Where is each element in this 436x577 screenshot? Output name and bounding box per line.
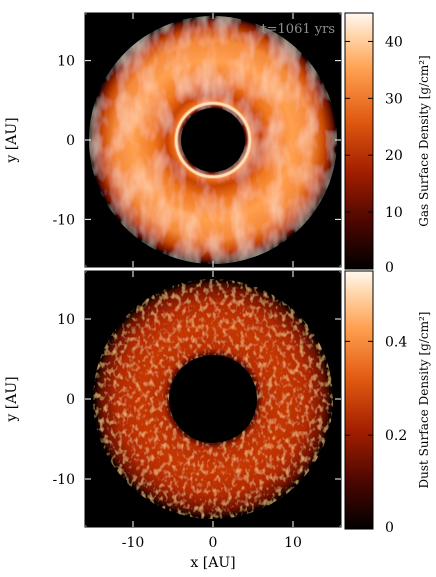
dust-y-tick-labels: -10 0 10 xyxy=(52,312,75,488)
gas-panel-ticks xyxy=(85,13,341,267)
colorbar-tick-label: 0 xyxy=(385,520,394,536)
gas-colorbar-label: Gas Surface Density [g/cm²] xyxy=(417,55,431,227)
dust-panel-ticks xyxy=(85,271,341,527)
colorbar-tick-label: 10 xyxy=(385,205,403,221)
colorbar-tick-label: 0.2 xyxy=(385,428,407,444)
dust-density-panel: -10 0 10 -10 0 10 y [AU] x [AU] xyxy=(4,270,342,571)
colorbar-tick-label: 0 xyxy=(385,260,394,276)
y-tick-label: -10 xyxy=(52,212,75,228)
y-tick-label: 10 xyxy=(57,312,75,328)
gas-y-tick-labels: -10 0 10 xyxy=(52,54,75,229)
gas-colorbar-gradient xyxy=(344,12,374,270)
gas-y-axis-label: y [AU] xyxy=(4,117,20,163)
colorbar-tick-label: 20 xyxy=(385,148,403,164)
gas-density-panel: t=1061 yrs -10 0 10 y [AU] xyxy=(4,12,342,268)
colorbar-tick-label: 0.4 xyxy=(385,334,407,350)
gas-inner-bright-ring xyxy=(174,101,252,179)
dust-colorbar-label: Dust Surface Density [g/cm²] xyxy=(417,312,431,489)
y-tick-label: 0 xyxy=(66,133,75,149)
time-annotation: t=1061 yrs xyxy=(261,22,335,37)
dust-colorbar: 0 0.2 0.4 Dust Surface Density [g/cm²] xyxy=(344,270,431,536)
x-tick-label: 0 xyxy=(209,535,218,551)
x-tick-label: -10 xyxy=(122,535,145,551)
colorbar-tick-label: 30 xyxy=(385,91,403,107)
dust-y-axis-label: y [AU] xyxy=(4,376,20,422)
gas-colorbar: 0 10 20 30 40 Gas Surface Density [g/cm²] xyxy=(344,12,431,276)
y-tick-label: 0 xyxy=(66,392,75,408)
dust-x-tick-labels: -10 0 10 xyxy=(122,535,302,551)
gas-inner-cavity xyxy=(181,108,245,172)
dust-colorbar-ticks: 0 0.2 0.4 xyxy=(345,334,407,536)
dust-x-axis-label: x [AU] xyxy=(190,555,235,571)
dust-inner-cavity xyxy=(169,355,257,443)
x-tick-label: 10 xyxy=(284,535,302,551)
colorbar-tick-label: 40 xyxy=(385,34,403,50)
y-tick-label: 10 xyxy=(57,54,75,70)
y-tick-label: -10 xyxy=(52,472,75,488)
gas-colorbar-ticks: 0 10 20 30 40 xyxy=(345,34,403,276)
dust-colorbar-gradient xyxy=(344,270,374,530)
